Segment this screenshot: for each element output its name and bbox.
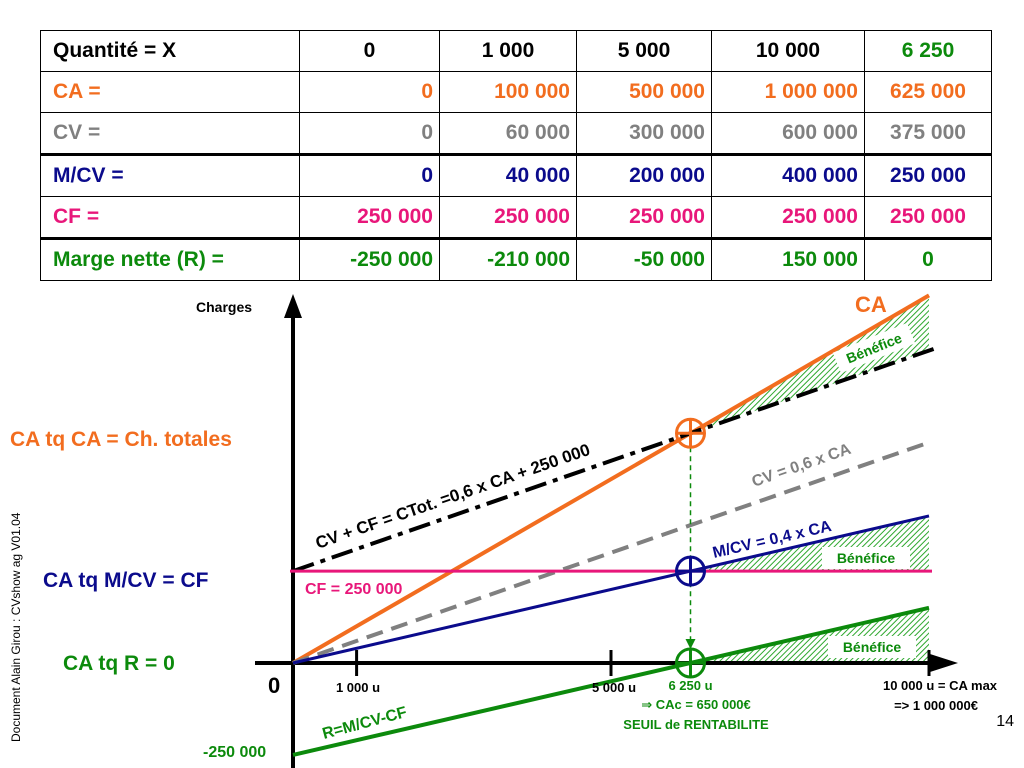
profit-label-box <box>832 322 916 374</box>
cell-value: 500 000 <box>576 71 712 113</box>
profit-label-text: Bénéfice <box>837 550 896 566</box>
left-label-mcv: CA tq M/CV = CF <box>43 569 209 592</box>
break-even-arrow <box>685 639 696 649</box>
cell-value: 6 250 <box>864 30 992 72</box>
series-line <box>292 514 930 665</box>
y-negative-label: -250 000 <box>203 744 266 761</box>
profit-label-box <box>822 547 910 569</box>
table-row: M/CV = 0 40 000 200 000 400 000 250 000 <box>40 153 992 197</box>
series-line <box>292 440 930 665</box>
ca-max-label: => 1 000 000€ <box>894 698 978 713</box>
left-label-ca: CA tq CA = Ch. totales <box>10 428 232 451</box>
y-axis-label: Charges <box>196 299 252 315</box>
series-label-ca: CA <box>855 292 887 317</box>
series-label-ctot: CV + CF = CTot. =0,6 x CA + 250 000 <box>313 440 592 553</box>
profit-label: Bénéfice <box>828 636 916 658</box>
table-row: Marge nette (R) = -250 000 -210 000 -50 000… <box>40 237 992 281</box>
cell-value: 60 000 <box>439 112 577 155</box>
x-axis-arrow <box>930 654 958 672</box>
break-even-label: ⇒ CAc = 650 000€ <box>641 697 751 712</box>
cell-value: -50 000 <box>576 237 712 281</box>
table-row: CF = 250 000 250 000 250 000 250 000 250 000 <box>40 196 992 239</box>
row-label: Quantité = X <box>40 30 300 72</box>
x-tick-label: 1 000 u <box>336 680 380 695</box>
cell-value: 250 000 <box>439 196 577 239</box>
series-line <box>291 293 931 665</box>
profit-label-text: Bénéfice <box>843 639 902 655</box>
x-tick-label: 10 000 u = CA max <box>883 678 998 693</box>
cell-value: 600 000 <box>711 112 865 155</box>
left-label-r: CA tq R = 0 <box>63 652 175 675</box>
cell-value: 0 <box>299 71 440 113</box>
row-label: CA = <box>40 71 300 113</box>
x-tick-label-break-even: 6 250 u <box>668 678 712 693</box>
x-tick-label: 5 000 u <box>592 680 636 695</box>
cell-value: 1 000 000 <box>711 71 865 113</box>
page-number: 14 <box>996 713 1014 730</box>
origin-label: 0 <box>268 673 280 698</box>
cell-value: 250 000 <box>576 196 712 239</box>
cell-value: 150 000 <box>711 237 865 281</box>
row-label: M/CV = <box>40 153 300 197</box>
cell-value: 250 000 <box>864 153 992 197</box>
cell-value: 0 <box>864 237 992 281</box>
profit-label: Bénéfice <box>822 547 910 569</box>
cell-value: 0 <box>299 30 440 72</box>
table-row: CA = 0 100 000 500 000 1 000 000 625 000 <box>40 71 992 113</box>
cell-value: 400 000 <box>711 153 865 197</box>
cell-value: 250 000 <box>299 196 440 239</box>
cell-value: 300 000 <box>576 112 712 155</box>
document-credit: Document Alain Girou : CVshow ag V01.04 <box>9 512 23 742</box>
cell-value: 200 000 <box>576 153 712 197</box>
row-label: Marge nette (R) = <box>40 237 300 281</box>
series-line <box>292 605 930 757</box>
cell-value: 250 000 <box>864 196 992 239</box>
series-label-cv: CV = 0,6 x CA <box>750 441 854 491</box>
y-axis-arrow <box>284 294 302 318</box>
series-line <box>292 345 940 573</box>
cell-value: -210 000 <box>439 237 577 281</box>
cell-value: 10 000 <box>711 30 865 72</box>
row-label: CF = <box>40 196 300 239</box>
cell-value: 0 <box>299 112 440 155</box>
cell-value: 375 000 <box>864 112 992 155</box>
series-label-cf: CF = 250 000 <box>305 581 403 598</box>
cell-value: 40 000 <box>439 153 577 197</box>
profit-label-box <box>828 636 916 658</box>
cell-value: 100 000 <box>439 71 577 113</box>
break-even-label: SEUIL de RENTABILITE <box>623 717 769 732</box>
cell-value: -250 000 <box>299 237 440 281</box>
